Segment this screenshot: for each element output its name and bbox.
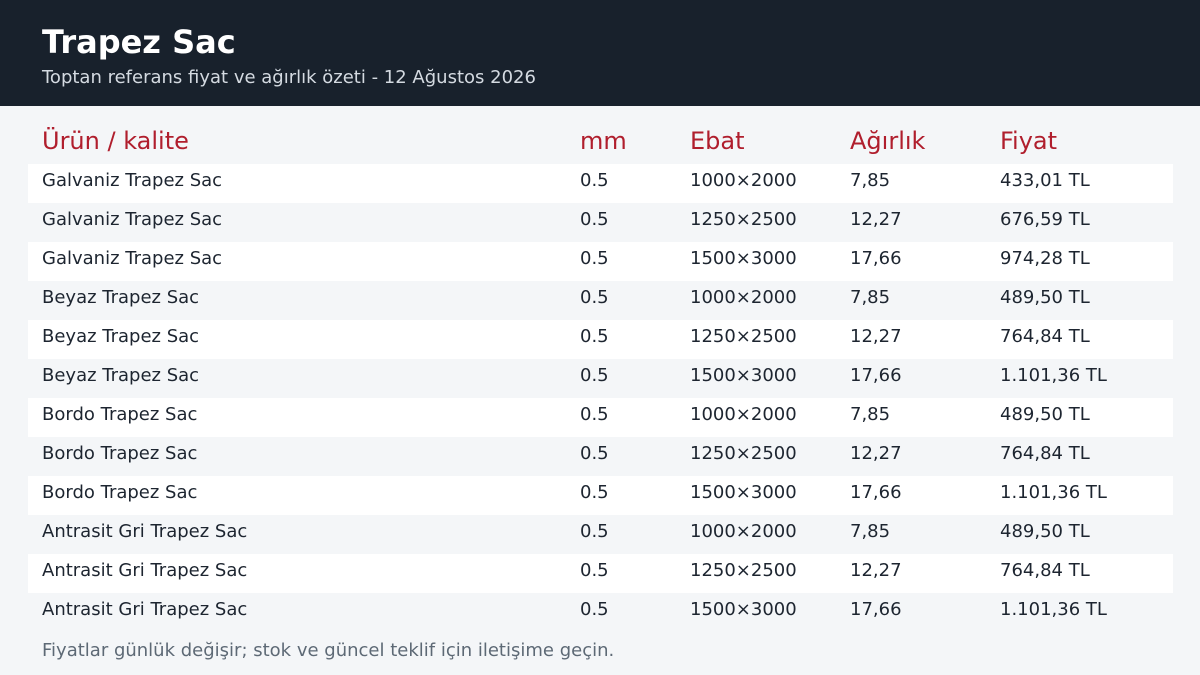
column-header-size: Ebat bbox=[690, 127, 745, 155]
size-cell: 1250×2500 bbox=[690, 209, 797, 230]
size-cell: 1500×3000 bbox=[690, 482, 797, 503]
price-cell: 1.101,36 TL bbox=[1000, 482, 1107, 503]
table-row: Beyaz Trapez Sac 0.5 1250×2500 12,27 764,84 … bbox=[28, 320, 1173, 359]
thickness-cell: 0.5 bbox=[580, 170, 609, 191]
weight-cell: 7,85 bbox=[850, 404, 891, 425]
weight-cell: 7,85 bbox=[850, 287, 891, 308]
thickness-cell: 0.5 bbox=[580, 287, 609, 308]
price-cell: 764,84 TL bbox=[1000, 326, 1090, 347]
table-row: Beyaz Trapez Sac 0.5 1500×3000 17,66 1.101,3… bbox=[28, 359, 1173, 398]
thickness-cell: 0.5 bbox=[580, 209, 609, 230]
page-subtitle: Toptan referans fiyat ve ağırlık özeti -… bbox=[42, 67, 536, 88]
table-row: Bordo Trapez Sac 0.5 1250×2500 12,27 764,84 … bbox=[28, 437, 1173, 476]
table-header: Ürün / kalite mm Ebat Ağırlık Fiyat bbox=[28, 122, 1173, 160]
table-row: Galvaniz Trapez Sac 0.5 1000×2000 7,85 433,0… bbox=[28, 164, 1173, 203]
product-cell: Galvaniz Trapez Sac bbox=[42, 248, 223, 269]
size-cell: 1500×3000 bbox=[690, 248, 797, 269]
weight-cell: 17,66 bbox=[850, 248, 902, 269]
thickness-cell: 0.5 bbox=[580, 365, 609, 386]
column-header-product: Ürün / kalite bbox=[42, 127, 189, 155]
price-cell: 1.101,36 TL bbox=[1000, 365, 1107, 386]
product-cell: Galvaniz Trapez Sac bbox=[42, 170, 223, 191]
price-cell: 489,50 TL bbox=[1000, 404, 1090, 425]
thickness-cell: 0.5 bbox=[580, 443, 609, 464]
thickness-cell: 0.5 bbox=[580, 599, 609, 620]
weight-cell: 12,27 bbox=[850, 443, 902, 464]
price-cell: 764,84 TL bbox=[1000, 560, 1090, 581]
column-header-price: Fiyat bbox=[1000, 127, 1058, 155]
weight-cell: 17,66 bbox=[850, 482, 902, 503]
table-row: Beyaz Trapez Sac 0.5 1000×2000 7,85 489,50 T… bbox=[28, 281, 1173, 320]
size-cell: 1000×2000 bbox=[690, 521, 797, 542]
price-cell: 433,01 TL bbox=[1000, 170, 1090, 191]
table-row: Bordo Trapez Sac 0.5 1500×3000 17,66 1.101,3… bbox=[28, 476, 1173, 515]
product-cell: Beyaz Trapez Sac bbox=[42, 287, 200, 308]
weight-cell: 12,27 bbox=[850, 560, 902, 581]
price-cell: 764,84 TL bbox=[1000, 443, 1090, 464]
thickness-cell: 0.5 bbox=[580, 404, 609, 425]
size-cell: 1500×3000 bbox=[690, 599, 797, 620]
product-cell: Bordo Trapez Sac bbox=[42, 443, 198, 464]
weight-cell: 17,66 bbox=[850, 365, 902, 386]
size-cell: 1250×2500 bbox=[690, 443, 797, 464]
product-cell: Antrasit Gri Trapez Sac bbox=[42, 599, 248, 620]
price-cell: 676,59 TL bbox=[1000, 209, 1090, 230]
product-cell: Bordo Trapez Sac bbox=[42, 404, 198, 425]
product-cell: Beyaz Trapez Sac bbox=[42, 365, 200, 386]
thickness-cell: 0.5 bbox=[580, 521, 609, 542]
thickness-cell: 0.5 bbox=[580, 248, 609, 269]
size-cell: 1000×2000 bbox=[690, 404, 797, 425]
product-cell: Antrasit Gri Trapez Sac bbox=[42, 560, 248, 581]
thickness-cell: 0.5 bbox=[580, 482, 609, 503]
weight-cell: 7,85 bbox=[850, 521, 891, 542]
product-cell: Beyaz Trapez Sac bbox=[42, 326, 200, 347]
table-row: Bordo Trapez Sac 0.5 1000×2000 7,85 489,50 T… bbox=[28, 398, 1173, 437]
weight-cell: 12,27 bbox=[850, 209, 902, 230]
table-row: Antrasit Gri Trapez Sac 0.5 1250×2500 12,27… bbox=[28, 554, 1173, 593]
price-cell: 1.101,36 TL bbox=[1000, 599, 1107, 620]
thickness-cell: 0.5 bbox=[580, 560, 609, 581]
price-table-body: Galvaniz Trapez Sac 0.5 1000×2000 7,85 433,0… bbox=[28, 164, 1173, 632]
size-cell: 1250×2500 bbox=[690, 560, 797, 581]
price-cell: 974,28 TL bbox=[1000, 248, 1090, 269]
weight-cell: 17,66 bbox=[850, 599, 902, 620]
table-row: Galvaniz Trapez Sac 0.5 1250×2500 12,27 676,… bbox=[28, 203, 1173, 242]
table-row: Galvaniz Trapez Sac 0.5 1500×3000 17,66 974,… bbox=[28, 242, 1173, 281]
column-header-thickness: mm bbox=[580, 127, 627, 155]
size-cell: 1500×3000 bbox=[690, 365, 797, 386]
header-banner: Trapez Sac Toptan referans fiyat ve ağır… bbox=[0, 0, 1200, 106]
size-cell: 1000×2000 bbox=[690, 287, 797, 308]
price-cell: 489,50 TL bbox=[1000, 521, 1090, 542]
page-title: Trapez Sac bbox=[42, 23, 236, 61]
weight-cell: 12,27 bbox=[850, 326, 902, 347]
table-row: Antrasit Gri Trapez Sac 0.5 1000×2000 7,85 4… bbox=[28, 515, 1173, 554]
price-cell: 489,50 TL bbox=[1000, 287, 1090, 308]
footnote: Fiyatlar günlük değişir; stok ve güncel … bbox=[42, 640, 615, 661]
product-cell: Antrasit Gri Trapez Sac bbox=[42, 521, 248, 542]
column-header-weight: Ağırlık bbox=[850, 127, 926, 155]
size-cell: 1000×2000 bbox=[690, 170, 797, 191]
product-cell: Bordo Trapez Sac bbox=[42, 482, 198, 503]
product-cell: Galvaniz Trapez Sac bbox=[42, 209, 223, 230]
thickness-cell: 0.5 bbox=[580, 326, 609, 347]
table-row: Antrasit Gri Trapez Sac 0.5 1500×3000 17,66… bbox=[28, 593, 1173, 632]
size-cell: 1250×2500 bbox=[690, 326, 797, 347]
weight-cell: 7,85 bbox=[850, 170, 891, 191]
